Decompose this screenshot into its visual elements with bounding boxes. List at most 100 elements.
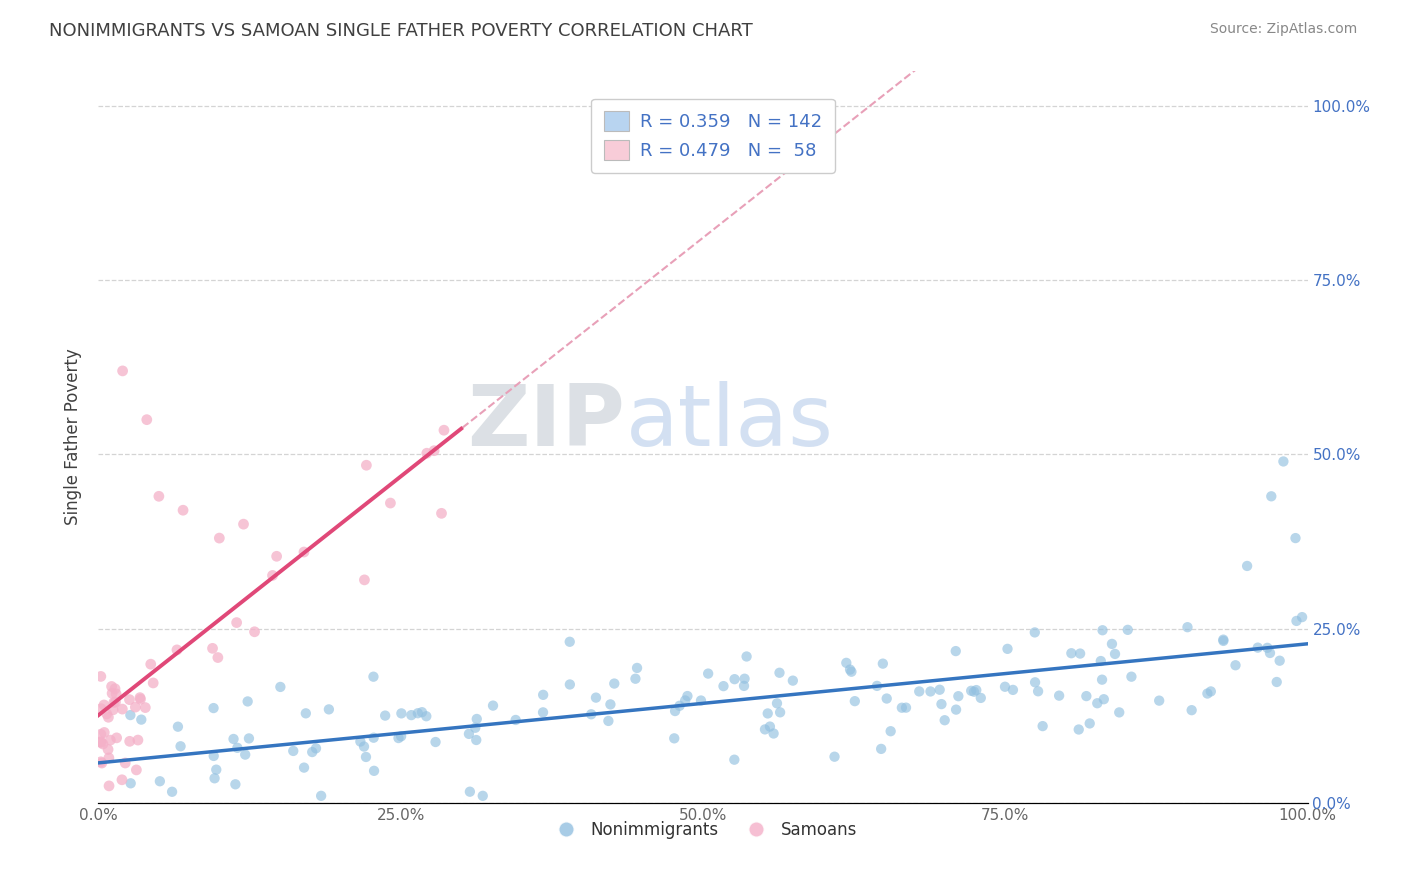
Point: [766, 696, 789, 710]
Point: [1001, 682, 1024, 697]
Point: [1104, 647, 1126, 661]
Point: [872, 657, 894, 671]
Point: [135, 412, 157, 426]
Point: [226, 740, 249, 755]
Point: [1147, 693, 1170, 707]
Point: [690, 693, 713, 707]
Point: [960, 683, 983, 698]
Point: [124, 700, 146, 714]
Point: [207, 650, 229, 665]
Point: [411, 705, 433, 719]
Point: [103, 695, 125, 709]
Point: [894, 700, 917, 714]
Point: [585, 690, 607, 705]
Point: [624, 672, 647, 686]
Point: [104, 695, 127, 709]
Point: [464, 721, 486, 735]
Point: [96, 706, 118, 721]
Point: [363, 670, 385, 684]
Point: [963, 684, 986, 698]
Point: [531, 688, 554, 702]
Point: [839, 663, 862, 677]
Point: [1236, 558, 1258, 573]
Point: [1078, 716, 1101, 731]
Point: [349, 734, 371, 748]
Point: [1026, 684, 1049, 698]
Point: [93, 725, 115, 739]
Point: [90, 701, 112, 715]
Point: [768, 665, 790, 680]
Point: [733, 679, 755, 693]
Point: [1260, 489, 1282, 503]
Point: [1225, 658, 1247, 673]
Point: [458, 785, 481, 799]
Point: [149, 774, 172, 789]
Point: [1032, 719, 1054, 733]
Point: [90, 755, 112, 769]
Point: [356, 458, 378, 473]
Point: [471, 789, 494, 803]
Point: [93, 698, 115, 712]
Point: [626, 661, 648, 675]
Point: [835, 656, 858, 670]
Y-axis label: Single Father Poverty: Single Father Poverty: [65, 349, 83, 525]
Point: [262, 568, 284, 582]
Point: [90, 756, 112, 770]
Point: [389, 706, 412, 721]
Point: [1199, 684, 1222, 698]
Point: [1284, 531, 1306, 545]
Point: [120, 708, 142, 723]
Point: [134, 700, 156, 714]
Point: [1090, 654, 1112, 668]
Point: [172, 503, 194, 517]
Point: [238, 731, 260, 746]
Point: [120, 776, 142, 790]
Point: [824, 749, 846, 764]
Point: [295, 706, 318, 721]
Point: [970, 690, 993, 705]
Point: [363, 764, 385, 778]
Point: [97, 710, 120, 724]
Point: [125, 763, 148, 777]
Point: [723, 672, 745, 686]
Point: [1116, 623, 1139, 637]
Point: [598, 714, 620, 728]
Point: [1085, 696, 1108, 710]
Point: [354, 750, 377, 764]
Point: [387, 731, 409, 745]
Point: [111, 772, 134, 787]
Point: [1108, 706, 1130, 720]
Point: [148, 489, 170, 503]
Point: [997, 641, 1019, 656]
Point: [1258, 646, 1281, 660]
Point: [401, 708, 423, 723]
Point: [166, 643, 188, 657]
Point: [1265, 675, 1288, 690]
Point: [380, 496, 402, 510]
Point: [928, 682, 950, 697]
Point: [301, 745, 323, 759]
Point: [1024, 625, 1046, 640]
Point: [292, 545, 315, 559]
Point: [1060, 646, 1083, 660]
Point: [1067, 723, 1090, 737]
Point: [762, 726, 785, 740]
Point: [599, 698, 621, 712]
Point: [505, 713, 527, 727]
Point: [920, 684, 942, 698]
Point: [90, 735, 112, 749]
Point: [305, 741, 328, 756]
Point: [90, 727, 112, 741]
Point: [129, 690, 152, 705]
Point: [415, 709, 437, 723]
Point: [482, 698, 505, 713]
Point: [225, 615, 247, 630]
Point: [202, 748, 225, 763]
Point: [100, 680, 122, 694]
Point: [1091, 673, 1114, 687]
Point: [101, 686, 124, 700]
Point: [1256, 640, 1278, 655]
Point: [208, 531, 231, 545]
Point: [266, 549, 288, 564]
Point: [169, 739, 191, 754]
